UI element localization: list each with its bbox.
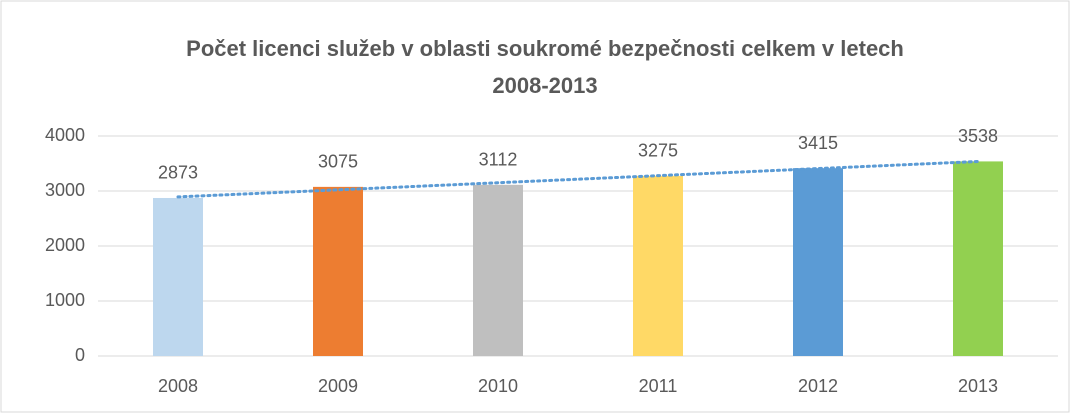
y-tick-label: 1000 [45,290,85,310]
data-label: 3112 [479,150,518,170]
bar [953,161,1003,356]
y-tick-label: 3000 [45,180,85,200]
bar [633,175,683,356]
bar [313,186,363,356]
data-label: 2873 [158,163,198,183]
data-label: 3275 [638,141,678,161]
trendline [176,159,980,199]
bar [473,184,523,356]
chart-title: 2008-2013 [492,73,597,98]
x-tick-label: 2010 [478,376,518,396]
data-label: 3075 [318,152,358,172]
x-tick-label: 2012 [798,376,838,396]
y-tick-label: 0 [75,345,85,365]
x-tick-label: 2009 [318,376,358,396]
data-label: 3538 [958,126,998,146]
data-label: 3415 [798,133,838,153]
bar [793,168,843,356]
x-tick-label: 2011 [639,376,678,396]
y-tick-label: 2000 [45,235,85,255]
chart-title: Počet licenci služeb v oblasti soukromé … [186,36,904,61]
x-tick-label: 2008 [158,376,198,396]
y-tick-label: 4000 [45,125,85,145]
x-tick-label: 2013 [958,376,998,396]
bar [153,197,203,356]
